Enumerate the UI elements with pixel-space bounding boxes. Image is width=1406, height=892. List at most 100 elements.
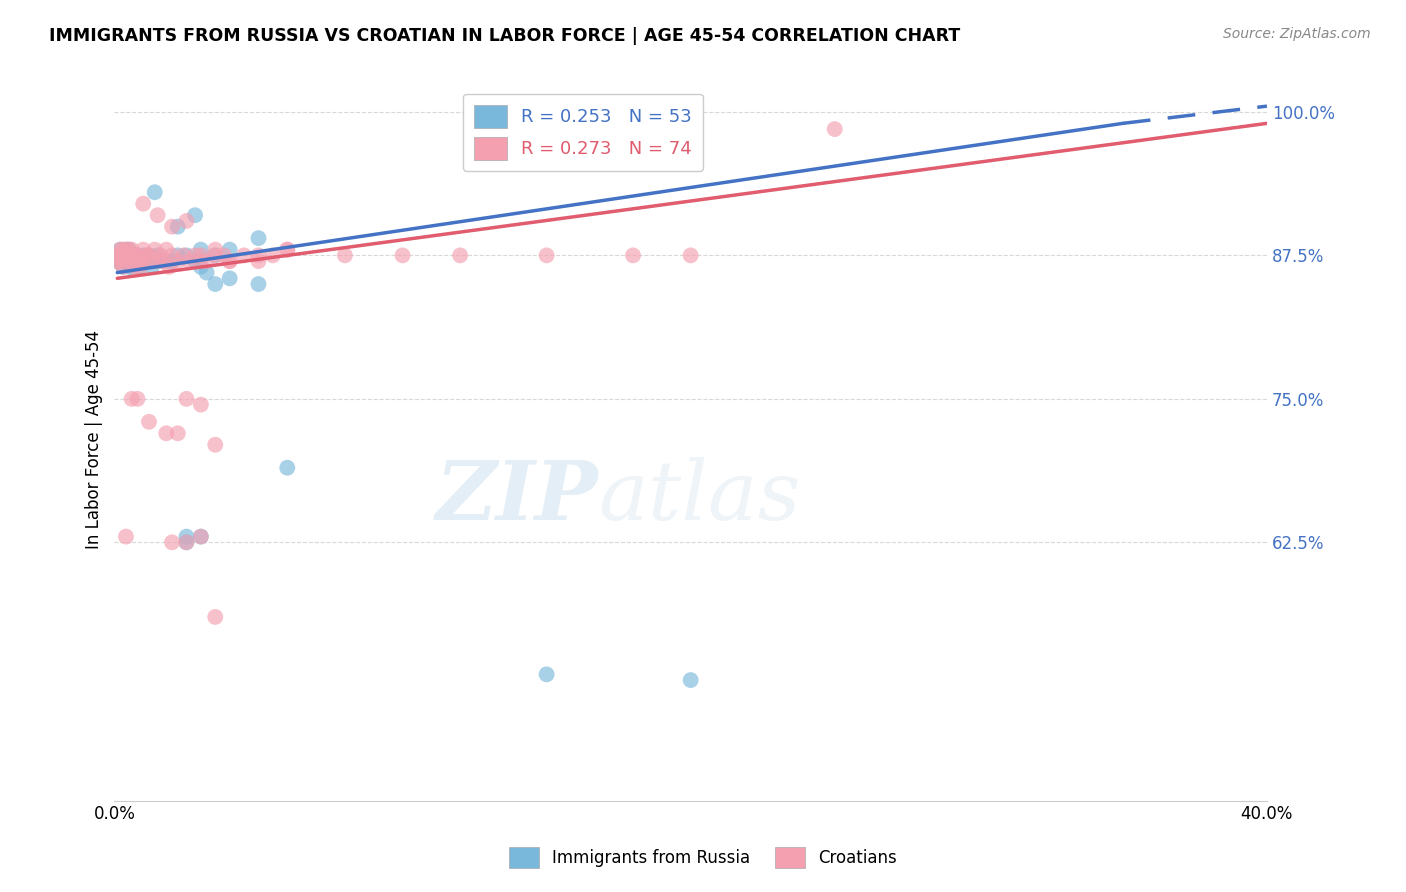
Point	[124, 254, 146, 268]
Point	[195, 266, 218, 280]
Point	[184, 208, 207, 222]
Point	[132, 254, 155, 268]
Point	[143, 186, 166, 200]
Point	[146, 254, 169, 268]
Point	[138, 415, 160, 429]
Point	[129, 254, 152, 268]
Point	[115, 254, 138, 268]
Point	[176, 392, 198, 406]
Point	[112, 260, 135, 274]
Point	[204, 248, 226, 262]
Point	[115, 530, 138, 544]
Point	[160, 254, 183, 268]
Point	[176, 248, 198, 262]
Text: Source: ZipAtlas.com: Source: ZipAtlas.com	[1223, 27, 1371, 41]
Point	[190, 260, 212, 274]
Point	[179, 254, 201, 268]
Point	[138, 248, 160, 262]
Point	[124, 248, 146, 262]
Point	[155, 426, 177, 441]
Point	[166, 248, 188, 262]
Point	[118, 248, 141, 262]
Point	[108, 248, 131, 262]
Point	[146, 208, 169, 222]
Point	[184, 248, 207, 262]
Point	[115, 248, 138, 262]
Point	[105, 254, 128, 268]
Point	[108, 248, 131, 262]
Point	[333, 248, 356, 262]
Point	[176, 214, 198, 228]
Point	[127, 392, 149, 406]
Point	[112, 254, 135, 268]
Point	[141, 254, 163, 268]
Point	[166, 254, 188, 268]
Point	[679, 248, 702, 262]
Point	[112, 243, 135, 257]
Point	[121, 260, 143, 274]
Point	[121, 254, 143, 268]
Point	[218, 243, 240, 257]
Point	[105, 248, 128, 262]
Point	[160, 219, 183, 234]
Point	[204, 610, 226, 624]
Point	[276, 243, 298, 257]
Point	[129, 254, 152, 268]
Point	[127, 254, 149, 268]
Point	[157, 260, 180, 274]
Point	[218, 271, 240, 285]
Legend: R = 0.253   N = 53, R = 0.273   N = 74: R = 0.253 N = 53, R = 0.273 N = 74	[464, 94, 703, 170]
Point	[127, 248, 149, 262]
Point	[391, 248, 413, 262]
Point	[121, 254, 143, 268]
Point	[204, 277, 226, 291]
Point	[121, 243, 143, 257]
Point	[536, 248, 558, 262]
Point	[190, 254, 212, 268]
Point	[132, 254, 155, 268]
Point	[135, 248, 157, 262]
Point	[152, 254, 174, 268]
Point	[118, 243, 141, 257]
Text: atlas: atlas	[599, 457, 801, 537]
Point	[135, 254, 157, 268]
Point	[276, 243, 298, 257]
Point	[233, 248, 256, 262]
Point	[449, 248, 471, 262]
Point	[118, 248, 141, 262]
Point	[536, 667, 558, 681]
Point	[115, 243, 138, 257]
Text: ZIP: ZIP	[436, 457, 599, 537]
Point	[190, 398, 212, 412]
Point	[155, 243, 177, 257]
Point	[141, 260, 163, 274]
Point	[105, 254, 128, 268]
Point	[155, 254, 177, 268]
Point	[190, 530, 212, 544]
Point	[204, 243, 226, 257]
Point	[176, 535, 198, 549]
Point	[166, 219, 188, 234]
Point	[190, 243, 212, 257]
Point	[195, 254, 218, 268]
Point	[138, 248, 160, 262]
Point	[118, 260, 141, 274]
Point	[108, 243, 131, 257]
Point	[204, 438, 226, 452]
Point	[176, 535, 198, 549]
Point	[621, 248, 644, 262]
Point	[160, 535, 183, 549]
Point	[204, 248, 226, 262]
Point	[132, 243, 155, 257]
Point	[143, 243, 166, 257]
Y-axis label: In Labor Force | Age 45-54: In Labor Force | Age 45-54	[86, 329, 103, 549]
Point	[149, 254, 172, 268]
Point	[679, 673, 702, 687]
Point	[118, 243, 141, 257]
Point	[112, 248, 135, 262]
Point	[108, 254, 131, 268]
Point	[184, 254, 207, 268]
Point	[129, 260, 152, 274]
Point	[824, 122, 846, 136]
Point	[247, 254, 270, 268]
